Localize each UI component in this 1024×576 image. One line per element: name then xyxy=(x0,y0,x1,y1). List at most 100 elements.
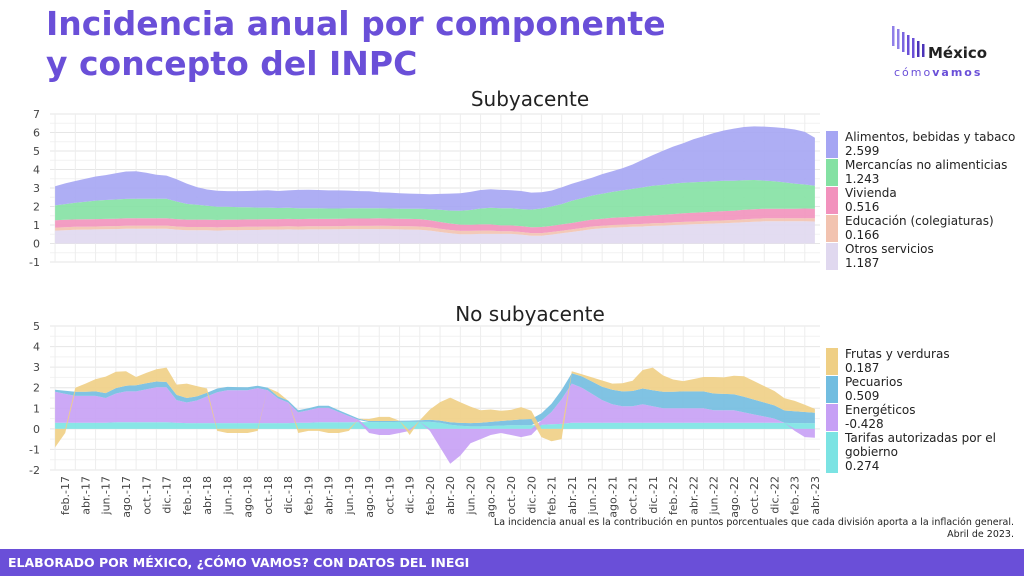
logo-tagline-2: vamos xyxy=(932,66,983,79)
y-tick-label: 5 xyxy=(33,320,40,333)
footer-bar: ELABORADO POR MÉXICO, ¿CÓMO VAMOS? CON D… xyxy=(0,549,1024,576)
series-area-2 xyxy=(55,208,815,234)
series-area-4 xyxy=(55,126,815,211)
x-tick-label: feb.-18 xyxy=(181,476,194,515)
logo-tagline-1: cómo xyxy=(894,66,933,79)
legend-swatch xyxy=(826,131,838,158)
x-tick-label: jun.-20 xyxy=(464,476,477,515)
series-area-0 xyxy=(55,221,815,244)
x-tick-label: ago.-19 xyxy=(363,476,376,518)
x-tick-label: jun.-21 xyxy=(586,476,599,515)
page-title: Incidencia anual por componente y concep… xyxy=(46,4,666,83)
series-area-3 xyxy=(55,367,815,448)
x-tick-label: ago.-21 xyxy=(606,476,619,518)
series-area-3 xyxy=(55,180,815,228)
x-tick-label: dic.-19 xyxy=(404,476,417,514)
x-tick-label: abr.-21 xyxy=(566,476,579,515)
y-tick-label: 6 xyxy=(33,127,40,140)
y-tick-label: 4 xyxy=(33,164,40,177)
legend-value: 0.166 xyxy=(845,228,880,242)
legend-label: Energéticos xyxy=(845,403,916,417)
legend-label: Mercancías no alimenticias xyxy=(845,158,1008,172)
x-tick-label: oct.-18 xyxy=(262,476,275,515)
x-tick-label: abr.-17 xyxy=(79,476,92,515)
logo-tagline: cómovamos xyxy=(894,66,982,79)
legend-label: Alimentos, bebidas y tabaco xyxy=(845,130,1016,144)
x-tick-label: dic.-21 xyxy=(647,476,660,514)
x-tick-label: ago.-18 xyxy=(242,476,255,518)
y-tick-label: 1 xyxy=(33,219,40,232)
legend-value: -0.428 xyxy=(845,417,884,431)
x-tick-label: abr.-23 xyxy=(809,476,822,515)
brand-logo: México cómovamos xyxy=(888,22,1008,82)
y-tick-label: 0 xyxy=(33,423,40,436)
legend-value: 0.516 xyxy=(845,200,880,214)
x-tick-label: ago.-22 xyxy=(728,476,741,518)
y-tick-label: 2 xyxy=(33,201,40,214)
legend-swatch xyxy=(826,215,838,242)
x-tick-label: feb.-21 xyxy=(546,476,559,515)
y-tick-label: 1 xyxy=(33,402,40,415)
legend-swatch xyxy=(826,243,838,270)
legend-label: Tarifas autorizadas por el gobierno xyxy=(845,431,996,459)
legend-label: Vivienda xyxy=(845,186,897,200)
x-tick-label: oct.-19 xyxy=(383,476,396,515)
x-tick-label: jun.-19 xyxy=(343,476,356,515)
footer-credit: ELABORADO POR MÉXICO, ¿CÓMO VAMOS? CON D… xyxy=(8,555,470,570)
legend-value: 0.274 xyxy=(845,459,880,473)
y-tick-label: 5 xyxy=(33,145,40,158)
legend-swatch xyxy=(826,159,838,186)
x-tick-label: abr.-20 xyxy=(444,476,457,515)
y-tick-label: -1 xyxy=(29,256,40,269)
x-tick-label: abr.-22 xyxy=(687,476,700,515)
legend-label: Frutas y verduras xyxy=(845,347,950,361)
legend-value: 0.187 xyxy=(845,361,880,375)
note-line-1: La incidencia anual es la contribución e… xyxy=(493,517,1014,528)
x-tick-label: dic.-18 xyxy=(282,476,295,514)
x-tick-label: dic.-20 xyxy=(525,476,538,514)
legend-swatch xyxy=(826,376,838,403)
legend-label: Pecuarios xyxy=(845,375,903,389)
y-tick-label: 2 xyxy=(33,382,40,395)
x-tick-label: oct.-22 xyxy=(748,476,761,515)
x-tick-label: oct.-20 xyxy=(505,476,518,515)
x-tick-label: abr.-19 xyxy=(323,476,336,515)
legend-swatch xyxy=(826,432,838,473)
x-tick-label: feb.-22 xyxy=(667,476,680,515)
note-line-2: Abril de 2023. xyxy=(947,529,1014,540)
x-tick-label: jun.-17 xyxy=(100,476,113,515)
legend-value: 0.509 xyxy=(845,389,880,403)
legend-value: 1.243 xyxy=(845,172,880,186)
x-tick-label: dic.-22 xyxy=(768,476,781,514)
x-tick-label: abr.-18 xyxy=(201,476,214,515)
legend-swatch xyxy=(826,404,838,431)
logo-name: México xyxy=(928,44,988,62)
x-tick-label: feb.-19 xyxy=(302,476,315,515)
legend-label: Otros servicios xyxy=(845,242,934,256)
y-tick-label: 7 xyxy=(33,108,40,121)
legend-value: 2.599 xyxy=(845,144,880,158)
legend-swatch xyxy=(826,187,838,214)
series-area-0 xyxy=(55,421,815,429)
legend-label: Educación (colegiaturas) xyxy=(845,214,994,228)
x-tick-label: jun.-18 xyxy=(221,476,234,515)
y-tick-label: 0 xyxy=(33,238,40,251)
legend-swatch xyxy=(826,348,838,375)
x-tick-label: ago.-17 xyxy=(120,476,133,518)
y-tick-label: 3 xyxy=(33,361,40,374)
series-area-2 xyxy=(55,373,815,427)
y-tick-label: 4 xyxy=(33,341,40,354)
x-tick-label: dic.-17 xyxy=(161,476,174,514)
x-tick-label: feb.-17 xyxy=(59,476,72,515)
x-tick-label: feb.-20 xyxy=(424,476,437,515)
y-tick-label: 3 xyxy=(33,182,40,195)
legend-value: 1.187 xyxy=(845,256,880,270)
methodology-note: La incidencia anual es la contribución e… xyxy=(494,517,1014,541)
x-tick-label: ago.-20 xyxy=(485,476,498,518)
x-tick-label: oct.-21 xyxy=(627,476,640,515)
subyacente-title: Subyacente xyxy=(470,87,590,111)
no-subyacente-title: No subyacente xyxy=(455,302,605,326)
x-tick-label: feb.-23 xyxy=(789,476,802,515)
bars-icon xyxy=(892,26,925,58)
